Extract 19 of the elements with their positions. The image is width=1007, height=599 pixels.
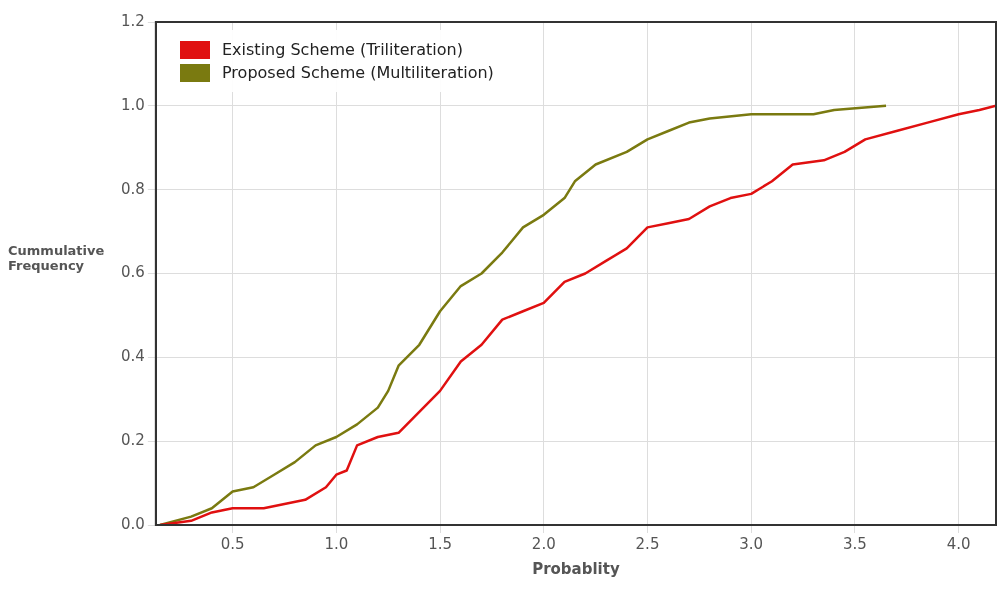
x-tick-label: 0.5 — [220, 534, 245, 553]
y-tick-label: 0.0 — [121, 514, 145, 533]
y-axis-title: Cummulative Frequency — [8, 243, 105, 273]
y-tick-label: 0.4 — [121, 347, 145, 366]
y-tick-label: 0.8 — [121, 179, 145, 198]
y-tick-label: 0.6 — [121, 263, 145, 282]
x-tick-label: 2.5 — [635, 534, 660, 553]
x-tick-label: 4.0 — [946, 534, 971, 553]
x-tick-label: 3.0 — [739, 534, 764, 553]
y-tick-label: 0.2 — [121, 431, 145, 450]
y-tick-label: 1.0 — [121, 95, 145, 114]
x-tick-label: 3.5 — [843, 534, 867, 553]
legend-label: Existing Scheme (Triliteration) — [222, 40, 463, 59]
x-axis-title: Probablity — [532, 559, 620, 578]
y-tick-label: 1.2 — [121, 11, 145, 30]
x-tick-label: 1.0 — [324, 534, 349, 553]
x-tick-label: 2.0 — [531, 534, 556, 553]
legend-label: Proposed Scheme (Multiliteration) — [222, 63, 494, 82]
x-tick-label: 1.5 — [428, 534, 452, 553]
